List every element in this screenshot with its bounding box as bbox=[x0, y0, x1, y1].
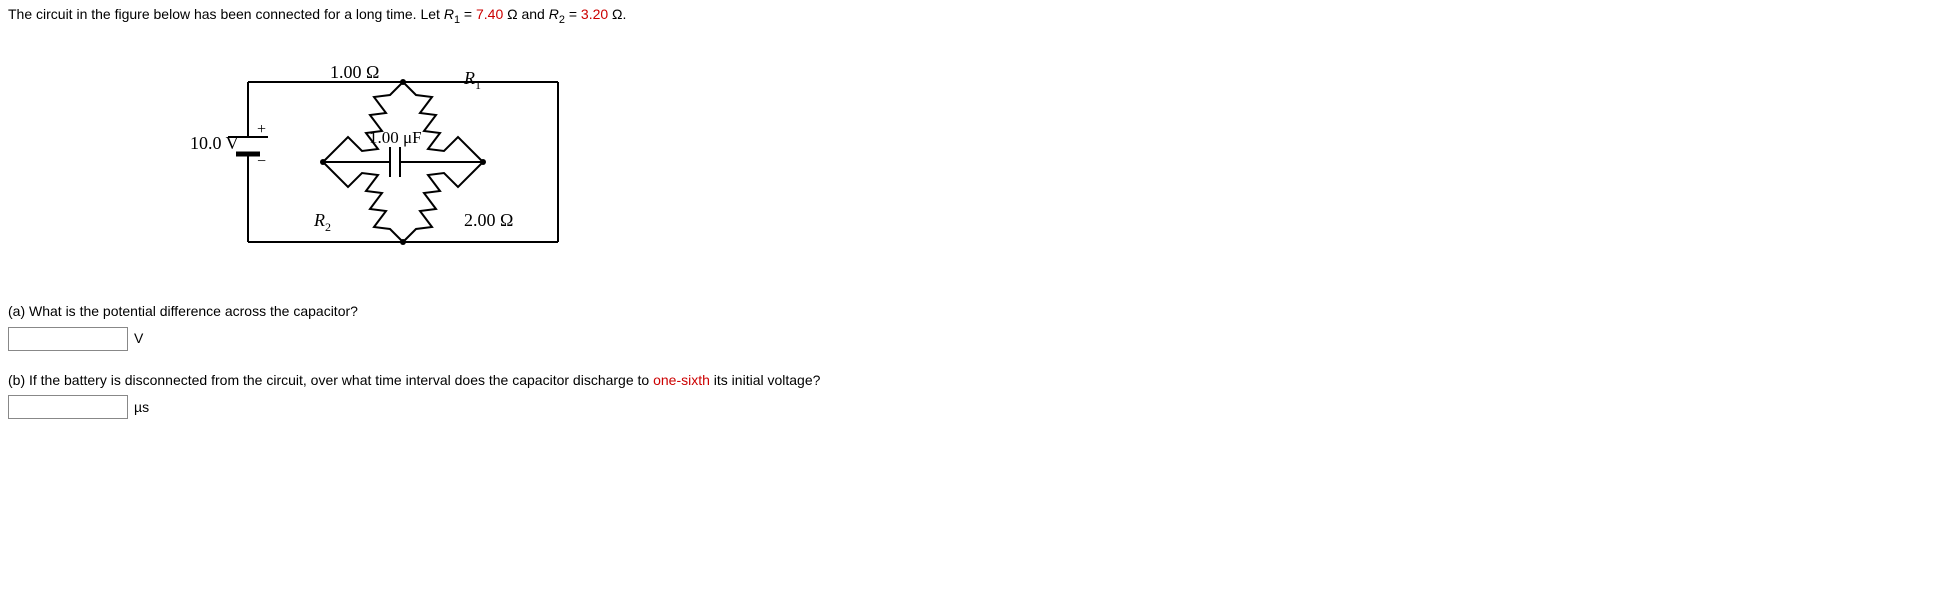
eq1: = bbox=[464, 6, 476, 22]
part-b-text-b: its initial voltage? bbox=[710, 372, 821, 388]
res-bot-right-label: 2.00 Ω bbox=[464, 210, 513, 230]
and: and bbox=[521, 6, 548, 22]
problem-statement: The circuit in the figure below has been… bbox=[8, 4, 1930, 28]
ohm2: Ω bbox=[612, 6, 622, 22]
circuit-figure: 10.0 V + − 1.00 Ω R1 1.00 μF R2 2.00 Ω bbox=[128, 42, 1930, 282]
cap-label: 1.00 μF bbox=[369, 128, 422, 147]
ohm1: Ω bbox=[507, 6, 517, 22]
r2-sym: R bbox=[549, 6, 559, 22]
part-b-input[interactable] bbox=[8, 395, 128, 419]
part-b-unit: µs bbox=[134, 396, 149, 418]
r1-sym: R bbox=[444, 6, 454, 22]
part-b: (b) If the battery is disconnected from … bbox=[8, 369, 1930, 419]
period: . bbox=[623, 6, 627, 22]
part-b-fraction: one-sixth bbox=[653, 372, 710, 388]
part-a-input[interactable] bbox=[8, 327, 128, 351]
circuit-svg: 10.0 V + − 1.00 Ω R1 1.00 μF R2 2.00 Ω bbox=[128, 42, 648, 282]
res-top-left-label: 1.00 Ω bbox=[330, 62, 379, 82]
eq2: = bbox=[569, 6, 581, 22]
part-b-text: (b) If the battery is disconnected from … bbox=[8, 369, 1930, 391]
battery-label: 10.0 V bbox=[190, 133, 239, 153]
minus-label: − bbox=[257, 153, 266, 170]
intro-text: The circuit in the figure below has been… bbox=[8, 6, 444, 22]
res-top-right-label: R1 bbox=[463, 68, 481, 92]
r2-sub: 2 bbox=[559, 14, 565, 26]
r1-sub: 1 bbox=[454, 14, 460, 26]
part-a-text: (a) What is the potential difference acr… bbox=[8, 300, 1930, 322]
r2-val: 3.20 bbox=[581, 6, 608, 22]
part-a: (a) What is the potential difference acr… bbox=[8, 300, 1930, 350]
plus-label: + bbox=[257, 121, 266, 138]
part-b-text-a: (b) If the battery is disconnected from … bbox=[8, 372, 653, 388]
r1-val: 7.40 bbox=[476, 6, 503, 22]
res-bot-left-label: R2 bbox=[313, 210, 331, 234]
part-a-unit: V bbox=[134, 327, 143, 349]
